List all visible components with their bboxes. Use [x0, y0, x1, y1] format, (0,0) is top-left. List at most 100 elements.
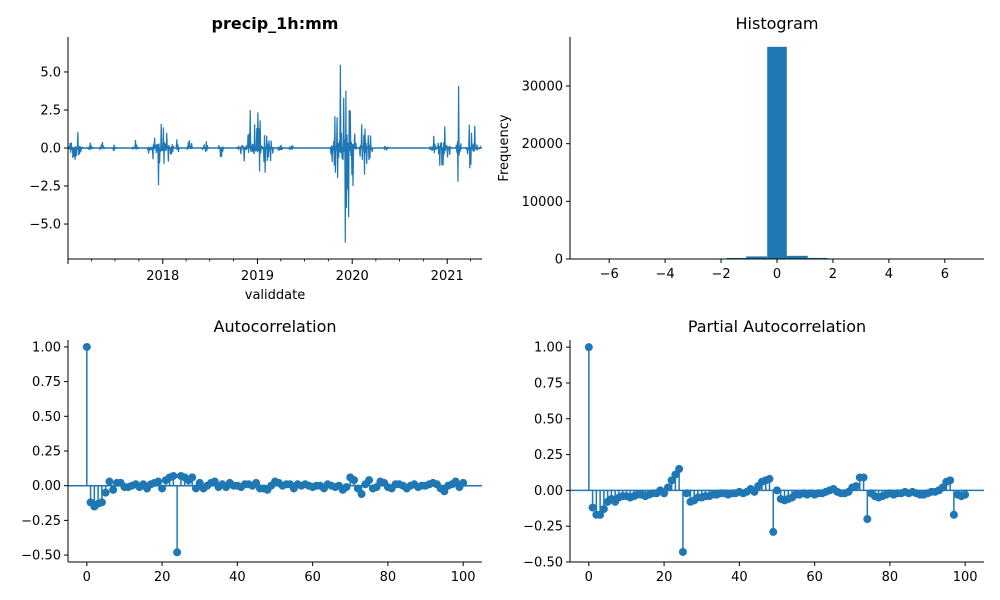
- y-tick-label: 30000: [522, 80, 563, 95]
- x-tick-label: 0: [585, 570, 593, 585]
- stem-marker: [584, 343, 593, 352]
- stem-marker: [946, 476, 955, 485]
- series-burst-17: [454, 85, 463, 182]
- x-tick-label: 60: [304, 570, 321, 585]
- stem-marker: [678, 547, 687, 556]
- y-axis-title: Frequency: [497, 114, 512, 181]
- y-tick-label: −0.25: [21, 514, 61, 529]
- series-burst-2: [98, 141, 106, 151]
- y-tick-label: 0.50: [534, 412, 563, 427]
- stem-marker: [188, 473, 197, 482]
- series-burst-7: [185, 140, 193, 150]
- series-burst-10: [235, 109, 276, 173]
- x-tick-label: 20: [154, 570, 171, 585]
- stem-marker: [169, 471, 178, 480]
- stem-marker: [949, 510, 958, 519]
- autocorrelation-panel: −0.50 −0.25 0.00 0.25 0.50 0.75 1.00 0 20 40 60 80 1…: [21, 317, 482, 585]
- series-burst-8: [201, 141, 209, 152]
- y-tick-label: 20000: [522, 137, 563, 152]
- stem-marker: [109, 485, 118, 494]
- stem-marker: [663, 483, 672, 492]
- series-burst-1: [86, 142, 94, 152]
- y-tick-label: −0.25: [523, 520, 563, 535]
- histogram-bar: [746, 256, 768, 259]
- stem-marker: [769, 527, 778, 536]
- series-burst-0: [67, 131, 84, 160]
- series-burst-13: [329, 64, 358, 243]
- x-tick-label: −2: [711, 267, 730, 282]
- stem-marker: [357, 490, 366, 499]
- histogram-bar: [786, 255, 808, 259]
- x-tick-label: 6: [941, 267, 949, 282]
- stem-marker: [158, 484, 167, 493]
- stem-marker: [863, 515, 872, 524]
- panel-title: Partial Autocorrelation: [688, 317, 866, 336]
- y-tick-label: −0.50: [523, 556, 563, 571]
- x-tick-label: 2019: [241, 269, 274, 284]
- histogram-bar: [767, 46, 787, 259]
- stem-marker: [765, 474, 774, 483]
- stem-marker: [82, 342, 91, 351]
- y-tick-label: −0.50: [21, 549, 61, 564]
- y-tick-label: 0.0: [40, 142, 61, 157]
- stem-marker: [938, 483, 947, 492]
- stem-marker: [342, 483, 351, 492]
- stem-marker: [961, 490, 970, 499]
- stem-marker: [660, 489, 669, 498]
- histogram-bar: [807, 257, 828, 259]
- stem-marker: [675, 464, 684, 473]
- x-tick-label: 40: [229, 570, 246, 585]
- stem-marker: [588, 503, 597, 512]
- series-burst-18: [464, 124, 482, 169]
- stem-marker: [459, 478, 468, 487]
- stem-marker: [97, 498, 106, 507]
- x-tick-label: 4: [885, 267, 893, 282]
- panel-title: precip_1h:mm: [212, 14, 339, 33]
- y-tick-label: 0.75: [32, 375, 61, 390]
- x-tick-label: 20: [656, 570, 673, 585]
- stem-marker: [671, 470, 680, 479]
- stem-marker: [105, 477, 114, 486]
- histogram-panel: 0 10000 20000 30000 −6 −4 −2 0 2 4 6 Histogram Frequ…: [497, 14, 984, 282]
- stem-marker: [365, 476, 374, 485]
- series-burst-3: [110, 144, 118, 152]
- series-burst-4: [130, 139, 140, 151]
- y-tick-label: −2.5: [29, 180, 61, 195]
- x-tick-label: 0: [83, 570, 91, 585]
- stem-marker: [852, 482, 861, 491]
- x-tick-label: 0: [773, 267, 781, 282]
- stem-marker: [667, 476, 676, 485]
- stem-marker: [599, 505, 608, 514]
- y-tick-label: 0.25: [32, 445, 61, 460]
- x-tick-label: 80: [380, 570, 397, 585]
- x-tick-label: 100: [451, 570, 476, 585]
- x-tick-label: 100: [953, 570, 978, 585]
- stem-marker: [350, 476, 359, 485]
- y-tick-label: 1.00: [32, 340, 61, 355]
- x-tick-label: −4: [656, 267, 675, 282]
- y-tick-label: 5.0: [40, 65, 61, 80]
- stem-marker: [173, 548, 182, 557]
- x-tick-label: 60: [806, 570, 823, 585]
- x-tick-label: 2020: [336, 269, 369, 284]
- stem-marker: [773, 486, 781, 495]
- stem-marker: [101, 488, 110, 497]
- series-burst-16: [427, 126, 453, 166]
- series-burst-5: [146, 123, 175, 186]
- y-tick-label: 0: [555, 253, 563, 268]
- series-burst-9: [217, 145, 225, 158]
- y-tick-label: 0.75: [534, 376, 563, 391]
- series-burst-6: [175, 139, 180, 152]
- y-tick-label: 2.5: [40, 103, 61, 118]
- x-tick-label: 2: [829, 267, 837, 282]
- series-burst-12: [288, 145, 295, 151]
- stem-marker: [750, 487, 759, 496]
- timeseries-panel: −5.0 −2.5 0.0 2.5 5.0 2018 2019 2020 2021 precip_…: [29, 14, 482, 303]
- y-tick-label: 0.50: [32, 410, 61, 425]
- y-tick-label: 10000: [522, 195, 563, 210]
- y-tick-label: 0.00: [534, 484, 563, 499]
- series-burst-15: [383, 145, 390, 151]
- x-axis-title: validdate: [245, 288, 305, 303]
- stem-marker: [682, 489, 691, 498]
